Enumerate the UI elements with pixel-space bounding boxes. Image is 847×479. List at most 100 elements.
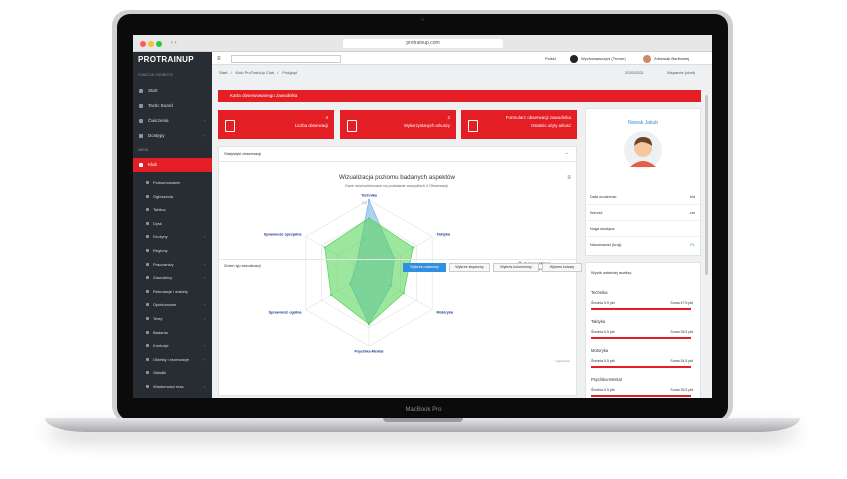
zoom-button[interactable] (156, 41, 162, 47)
menu-item[interactable]: Dostępy (148, 133, 165, 138)
submenu-item[interactable]: Obiekty i rezerwacje (153, 356, 190, 362)
submenu-item[interactable]: Podsumowanie (153, 180, 181, 185)
menu-item[interactable]: Tactic Board (148, 103, 173, 108)
submenu-icon (146, 303, 149, 307)
submenu-item[interactable]: Ogłoszenia (153, 193, 174, 199)
chevron[interactable]: › (204, 275, 206, 281)
visualization-button[interactable]: Wykres słupkowy (449, 263, 490, 272)
analysis-title: Wynik ostatniej analizy (591, 270, 632, 275)
submenu-icon (146, 249, 149, 252)
chevron[interactable]: › (204, 316, 206, 321)
card-value: Formularz obserwacji zawodnika (505, 115, 571, 120)
user-name[interactable]: Zdrowiak Bartłomiej (654, 56, 690, 61)
analysis-bar (591, 366, 691, 368)
submenu-icon (146, 385, 149, 388)
legend-label: Poziom procentowy (524, 267, 556, 271)
submenu-icon (146, 221, 149, 225)
submenu-item[interactable]: Testy (153, 316, 163, 321)
analysis-avg: Średnia 5.5 pkt (591, 330, 615, 334)
chevron[interactable]: › (204, 302, 206, 308)
submenu-item[interactable]: Drużyny (153, 234, 168, 240)
breadcrumb-item[interactable]: Podgląd (282, 70, 297, 75)
nav-buttons[interactable]: ‹ › (171, 40, 177, 46)
visualization-button[interactable]: Wykres radarowy (403, 263, 446, 272)
series-point (412, 246, 415, 249)
submenu-icon (146, 208, 149, 212)
analysis-name: Motoryka (591, 348, 609, 353)
minimize-button[interactable] (148, 41, 154, 47)
search-box[interactable] (231, 55, 341, 63)
submenu-item[interactable]: Kontuzje (153, 343, 169, 349)
chevron[interactable]: › (204, 261, 206, 267)
breadcrumb-sep: / (230, 70, 232, 75)
menu-item-active[interactable]: Klub (148, 162, 158, 167)
card-icon (347, 120, 357, 132)
r-tick-label: 100 (362, 201, 368, 205)
submenu-item[interactable]: Opiekunowie (153, 302, 177, 308)
field-label: Noga wiodąca: (590, 227, 616, 231)
radar-chart: Wizualizacja poziomu badanych aspektów Da… (264, 174, 571, 363)
series-point (367, 323, 371, 326)
chevron[interactable]: › (204, 356, 206, 362)
user-avatar (643, 55, 651, 63)
series-area (324, 217, 414, 325)
submenu-icon (146, 262, 149, 266)
chart-title: Wizualizacja poziomu badanych aspektów (339, 174, 455, 181)
submenu-item[interactable]: Zawodnicy (153, 275, 173, 281)
breadcrumb-item[interactable]: Start (219, 70, 228, 75)
support-link[interactable]: Wsparcie (chat) (667, 70, 696, 75)
series-point (323, 246, 326, 249)
submenu-item[interactable]: Tablica (153, 207, 166, 213)
analysis-sum: Suma 35.5 pkt (670, 330, 693, 334)
language[interactable]: Polski (545, 56, 556, 61)
menu-toggle[interactable]: ≡ (217, 56, 221, 62)
close-button[interactable] (140, 41, 146, 47)
chevron[interactable]: › (204, 118, 206, 123)
analysis-bar (591, 337, 691, 339)
submenu-item[interactable]: Rekrutacje i ankiety (153, 288, 188, 294)
url-bar[interactable]: protrainup.com (343, 39, 503, 48)
chevron[interactable]: › (204, 384, 206, 389)
series-point (402, 291, 405, 295)
collapse-icon[interactable]: ⌄ (565, 150, 569, 155)
card-label: Ostatnio użyty arkusz (530, 123, 571, 128)
chevron[interactable]: › (204, 234, 206, 240)
analysis-name: Technika (591, 290, 608, 295)
summary-card[interactable] (218, 110, 334, 139)
player-name[interactable]: Nowak Jakub (627, 120, 658, 126)
visualization-button[interactable]: Wykres kolumnowy (493, 263, 539, 272)
sidebar (133, 52, 212, 398)
field-label: Data urodzenia: (590, 195, 617, 199)
logo[interactable]: PROTRAINUP (138, 55, 194, 64)
summary-card[interactable] (340, 110, 456, 139)
series-point (367, 217, 371, 220)
camera (421, 18, 424, 21)
analysis-bar (591, 395, 691, 397)
stats-title[interactable]: Statystyki obserwacji (224, 151, 262, 156)
role[interactable]: Wychowawczyni (Trener) (581, 56, 626, 61)
card-icon (225, 120, 235, 132)
analysis-avg: Średnia 5.5 pkt (591, 388, 615, 392)
avatar-hair (634, 137, 652, 146)
laptop-base (45, 418, 800, 432)
submenu-item[interactable]: Wiadomości mas. (153, 384, 185, 389)
submenu-item[interactable]: Pracownicy (153, 261, 174, 267)
visualization-button[interactable]: Wykres kołowy (542, 263, 582, 272)
submenu-icon (146, 357, 149, 361)
analysis-name: Psychika-Mental (591, 377, 622, 382)
submenu-item[interactable]: Badania (153, 329, 168, 335)
active-item-bg (133, 158, 212, 172)
chevron[interactable]: › (204, 343, 206, 349)
menu-item[interactable]: Ćwiczenia (148, 118, 169, 123)
breadcrumb-item[interactable]: Klub ProTrainUp Club (235, 70, 275, 75)
field-value: b/d (689, 195, 695, 199)
scrollbar[interactable] (705, 95, 708, 275)
submenu-item[interactable]: Dysk (153, 220, 162, 226)
summary-card[interactable] (461, 110, 577, 139)
menu-item[interactable]: Start (148, 88, 158, 93)
submenu-item[interactable]: Regiony (153, 248, 168, 253)
chevron[interactable]: › (204, 133, 206, 138)
submenu-item[interactable]: Składki (153, 370, 166, 376)
chart-menu: ≡ (567, 175, 571, 181)
season[interactable]: 2020/2021 (625, 70, 644, 75)
